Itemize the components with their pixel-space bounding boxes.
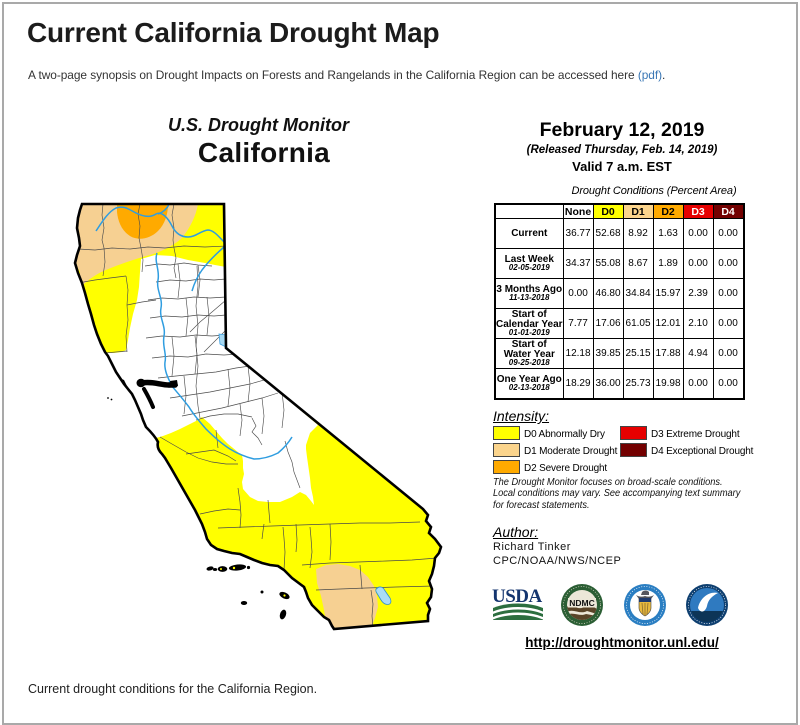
svg-text:USDA: USDA (492, 586, 543, 607)
svg-text:NDMC: NDMC (569, 598, 595, 608)
